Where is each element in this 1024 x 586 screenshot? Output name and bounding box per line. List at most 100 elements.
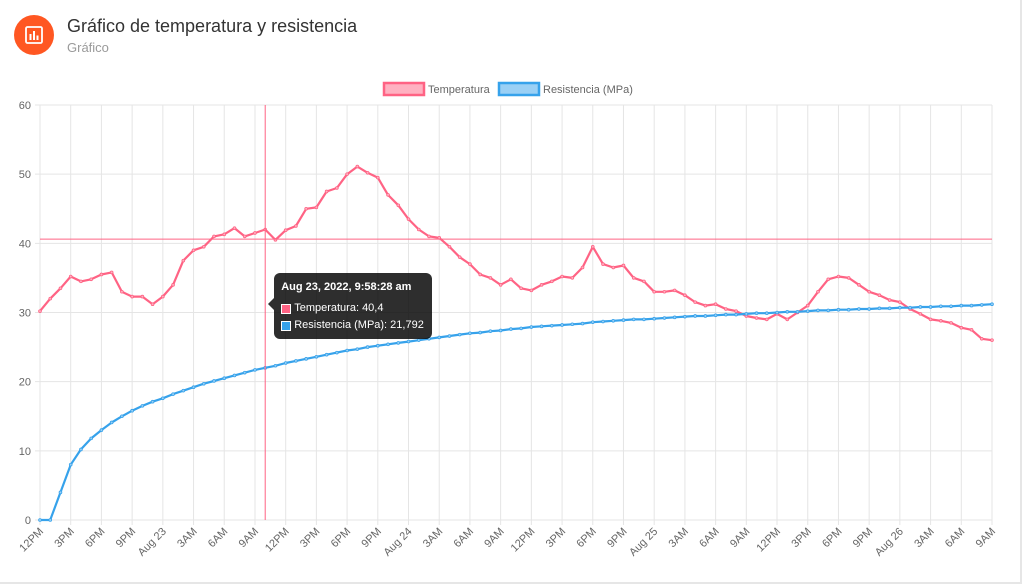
data-point — [406, 217, 411, 221]
data-point — [191, 385, 196, 390]
data-point — [805, 303, 810, 308]
data-point — [304, 357, 308, 361]
data-point — [918, 305, 923, 309]
tooltip-label-temperatura: Temperatura: 40,4 — [294, 302, 384, 315]
x-tick-label: 9AM — [482, 526, 506, 550]
data-point — [949, 304, 953, 309]
data-point — [457, 332, 462, 337]
x-tick-label: 9AM — [237, 526, 261, 550]
crosshair — [40, 105, 992, 520]
data-point — [447, 244, 452, 249]
data-point — [724, 307, 728, 311]
x-tick-label: 3AM — [421, 526, 445, 550]
data-point — [314, 205, 319, 210]
data-point — [570, 276, 575, 280]
data-point — [836, 307, 841, 312]
tooltip-swatch-resistencia — [281, 320, 292, 331]
data-point — [120, 289, 124, 294]
data-point — [857, 283, 861, 287]
x-tick-label: 6AM — [697, 526, 721, 550]
data-point — [171, 392, 175, 396]
data-point — [58, 286, 63, 291]
data-point — [222, 376, 227, 381]
data-point — [58, 490, 63, 495]
data-point — [734, 312, 738, 317]
data-point — [396, 203, 401, 208]
x-tick-label: 9PM — [605, 526, 629, 550]
data-point — [857, 307, 861, 311]
data-point — [713, 313, 718, 318]
data-point — [969, 327, 974, 332]
data-point — [519, 326, 523, 331]
x-tick-label: 6AM — [943, 526, 967, 550]
data-point — [150, 399, 155, 404]
bar-chart-icon — [25, 26, 43, 44]
data-point — [631, 276, 636, 280]
data-point — [764, 311, 769, 315]
series-layer — [38, 164, 994, 522]
data-point — [468, 262, 472, 266]
legend-swatch — [382, 81, 426, 97]
chart-legend[interactable]: Temperatura Resistencia (MPa) — [382, 81, 633, 97]
data-point — [713, 302, 718, 307]
series-line — [40, 303, 993, 522]
data-point — [478, 330, 482, 335]
data-point — [928, 317, 933, 322]
x-tick-label: 3AM — [175, 526, 199, 550]
data-point — [99, 272, 104, 277]
data-point — [816, 308, 820, 313]
data-point — [109, 270, 114, 275]
data-point — [222, 232, 227, 237]
x-tick-label: 12PM — [17, 526, 46, 555]
data-point — [939, 304, 943, 309]
data-point — [140, 404, 145, 408]
data-point — [846, 307, 851, 312]
data-point — [130, 408, 134, 413]
chart-grid — [35, 104, 993, 525]
data-point — [212, 234, 216, 239]
data-point — [652, 316, 656, 321]
data-point — [539, 283, 544, 287]
data-point — [672, 315, 677, 320]
data-point — [335, 350, 339, 355]
x-tick-label: 9PM — [114, 526, 138, 550]
legend-item-resistencia[interactable]: Resistencia (MPa) — [497, 81, 633, 97]
data-point — [376, 343, 380, 348]
data-point — [38, 309, 42, 313]
page-subtitle: Gráfico — [67, 39, 109, 55]
data-point — [795, 310, 800, 314]
data-point — [949, 321, 953, 325]
data-point — [621, 263, 626, 268]
x-tick-label: 12PM — [509, 526, 538, 555]
data-point — [580, 321, 585, 326]
data-point — [386, 193, 390, 197]
series-line — [39, 165, 993, 342]
data-point — [201, 244, 206, 249]
y-tick-label: 10 — [19, 446, 31, 458]
data-point — [959, 303, 964, 308]
data-point — [898, 300, 902, 304]
tooltip-row-temperatura: Temperatura: 40,4 — [281, 300, 424, 317]
line-chart[interactable]: Temperatura Resistencia (MPa) 0 10 20 30 40 50… — [0, 70, 1012, 586]
y-tick-label: 50 — [19, 169, 31, 181]
y-tick-label: 60 — [19, 100, 31, 112]
tooltip-swatch-temperatura — [281, 303, 292, 314]
data-point — [928, 305, 933, 309]
data-point — [48, 296, 53, 301]
data-point — [683, 293, 687, 298]
data-point — [611, 318, 616, 323]
x-tick-label: Aug 25 — [627, 526, 660, 559]
data-point — [990, 302, 994, 307]
data-point — [560, 274, 564, 279]
data-point — [826, 277, 831, 282]
data-point — [324, 352, 329, 357]
data-point — [703, 314, 708, 318]
data-point — [959, 325, 964, 330]
legend-item-temperatura[interactable]: Temperatura — [382, 81, 491, 97]
data-point — [294, 224, 298, 228]
data-point — [498, 283, 503, 287]
data-point — [734, 309, 738, 313]
data-point — [550, 323, 554, 328]
data-point — [846, 276, 851, 280]
